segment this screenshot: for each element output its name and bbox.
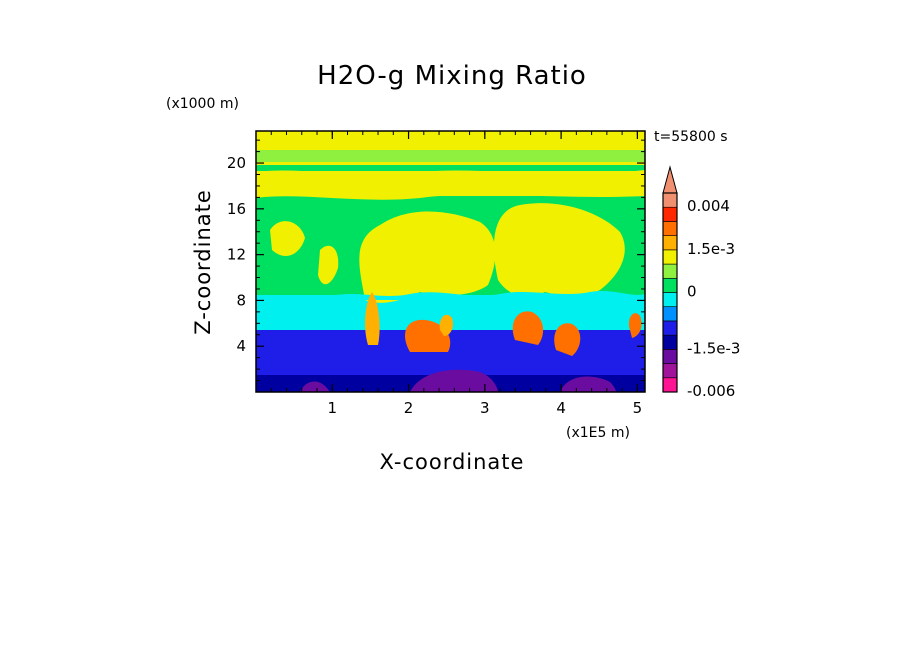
colorbar-label: -0.006 (687, 382, 735, 400)
x-axis-ticks: 1 2 3 4 5 (270, 131, 643, 417)
colorbar-level (662, 306, 678, 322)
plume-left (359, 211, 496, 303)
updraft-1 (365, 292, 380, 345)
colorbar-level (662, 249, 678, 265)
stripe-top (256, 131, 645, 143)
x-tick-label: 2 (404, 399, 414, 417)
colorbar-label: 0.004 (687, 197, 730, 215)
colorbar-frame (662, 192, 678, 393)
dry-pocket-3 (560, 376, 616, 392)
colorbar-level (662, 377, 678, 393)
stripe-yellow (256, 170, 645, 200)
y-axis-ticks: 4 8 12 16 20 (227, 139, 645, 382)
chart-title: H2O-g Mixing Ratio (317, 61, 587, 91)
colorbar-level (662, 221, 678, 236)
y-tick-label: 16 (227, 200, 246, 218)
colorbar: -0.006 -1.5e-3 0 1.5e-3 0.004 (662, 165, 740, 400)
colorbar-label: -1.5e-3 (687, 339, 740, 357)
plot-frame (255, 130, 646, 393)
y-tick-label: 20 (227, 154, 246, 172)
colorbar-label: 1.5e-3 (687, 240, 735, 258)
plume-right (493, 203, 625, 297)
band-stripe-1 (256, 150, 645, 162)
colorbar-level (662, 277, 678, 293)
cyan-edge (256, 291, 645, 300)
colorbar-level (662, 320, 678, 336)
colorbar-level (662, 363, 678, 379)
x-axis-label: X-coordinate (380, 450, 525, 474)
y-axis-label: Z-coordinate (191, 189, 215, 335)
colorbar-level (662, 263, 678, 279)
updraft-6 (439, 314, 453, 336)
x-tick-label: 1 (328, 399, 338, 417)
band-stripe-2 (256, 165, 645, 171)
colorbar-label: 0 (687, 283, 697, 301)
plume-small-2 (318, 245, 339, 285)
colorbar-level (662, 206, 678, 222)
dry-pocket-1 (300, 381, 330, 392)
colorbar-level (662, 235, 678, 251)
y-tick-label: 12 (227, 246, 246, 264)
colorbar-level (662, 192, 678, 208)
colorbar-level (662, 349, 678, 364)
y-units: (x1000 m) (166, 96, 239, 112)
time-label: t=55800 s (654, 129, 728, 145)
colorbar-extend-max (662, 165, 678, 194)
plume-small-1 (270, 221, 305, 257)
updraft-4 (554, 323, 581, 356)
updraft-5 (628, 313, 642, 338)
y-tick-label: 4 (236, 337, 246, 355)
colorbar-level (662, 292, 678, 308)
y-tick-label: 8 (236, 291, 246, 309)
x-tick-label: 3 (480, 399, 490, 417)
colorbar-level (662, 334, 678, 350)
updraft-2 (405, 319, 451, 352)
dry-pocket-2 (410, 369, 498, 392)
contour-field (256, 131, 645, 392)
x-tick-label: 5 (633, 399, 643, 417)
x-units: (x1E5 m) (566, 425, 630, 441)
x-tick-label: 4 (556, 399, 566, 417)
updraft-3 (512, 311, 544, 345)
